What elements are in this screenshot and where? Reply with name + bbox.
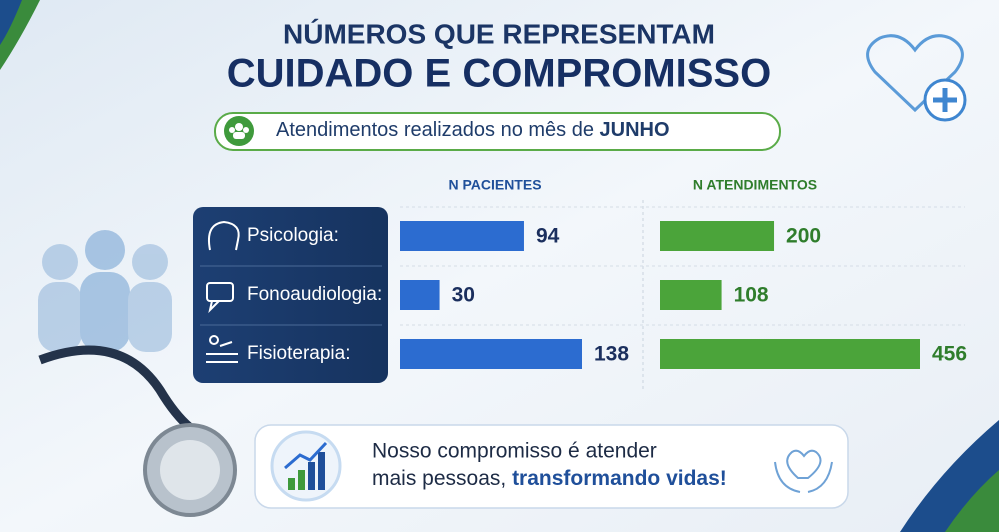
category-label: Psicologia: — [247, 225, 339, 246]
series-header: N ATENDIMENTOS — [693, 177, 817, 193]
growth-icon — [270, 430, 342, 502]
subtitle-month: JUNHO — [600, 119, 670, 141]
title-line2: CUIDADO E COMPROMISSO — [227, 52, 771, 96]
plus-icon — [933, 88, 957, 112]
heart-icon — [866, 34, 964, 113]
footer-emphasis: transformando vidas! — [512, 467, 727, 490]
group-icon — [229, 123, 249, 139]
value-label: 108 — [734, 284, 769, 307]
bar — [400, 339, 582, 369]
footer-line2: mais pessoas, transformando vidas! — [372, 467, 727, 490]
subtitle-text: Atendimentos realizados no mês de — [276, 119, 600, 141]
value-label: 94 — [536, 225, 560, 248]
growth-icon — [284, 441, 328, 490]
corner-decoration — [945, 470, 999, 532]
hands-heart-icon — [774, 461, 833, 493]
category-label: Fisioterapia: — [247, 343, 351, 364]
series-header: N PACIENTES — [448, 177, 541, 193]
bar — [400, 280, 440, 310]
category-label: Fonoaudiologia: — [247, 284, 382, 305]
value-label: 138 — [594, 343, 629, 366]
value-label: 200 — [786, 225, 821, 248]
hands-heart-icon — [786, 449, 822, 479]
bar — [400, 221, 524, 251]
category-panel — [193, 207, 388, 383]
footer-line1: Nosso compromisso é atender — [372, 440, 657, 463]
footer-text: mais pessoas, — [372, 467, 512, 490]
people-illustration — [38, 230, 172, 352]
value-label: 456 — [932, 343, 967, 366]
title-line1: NÚMEROS QUE REPRESENTAM — [283, 18, 715, 49]
subtitle: Atendimentos realizados no mês de JUNHO — [276, 119, 670, 141]
category-icons — [206, 220, 240, 363]
bar — [660, 280, 722, 310]
bar — [660, 339, 920, 369]
corner-decoration — [0, 0, 22, 45]
bar — [660, 221, 775, 251]
subtitle-pill — [214, 112, 781, 151]
value-label: 30 — [452, 284, 475, 307]
footer-box — [254, 424, 849, 509]
stethoscope — [160, 440, 220, 500]
